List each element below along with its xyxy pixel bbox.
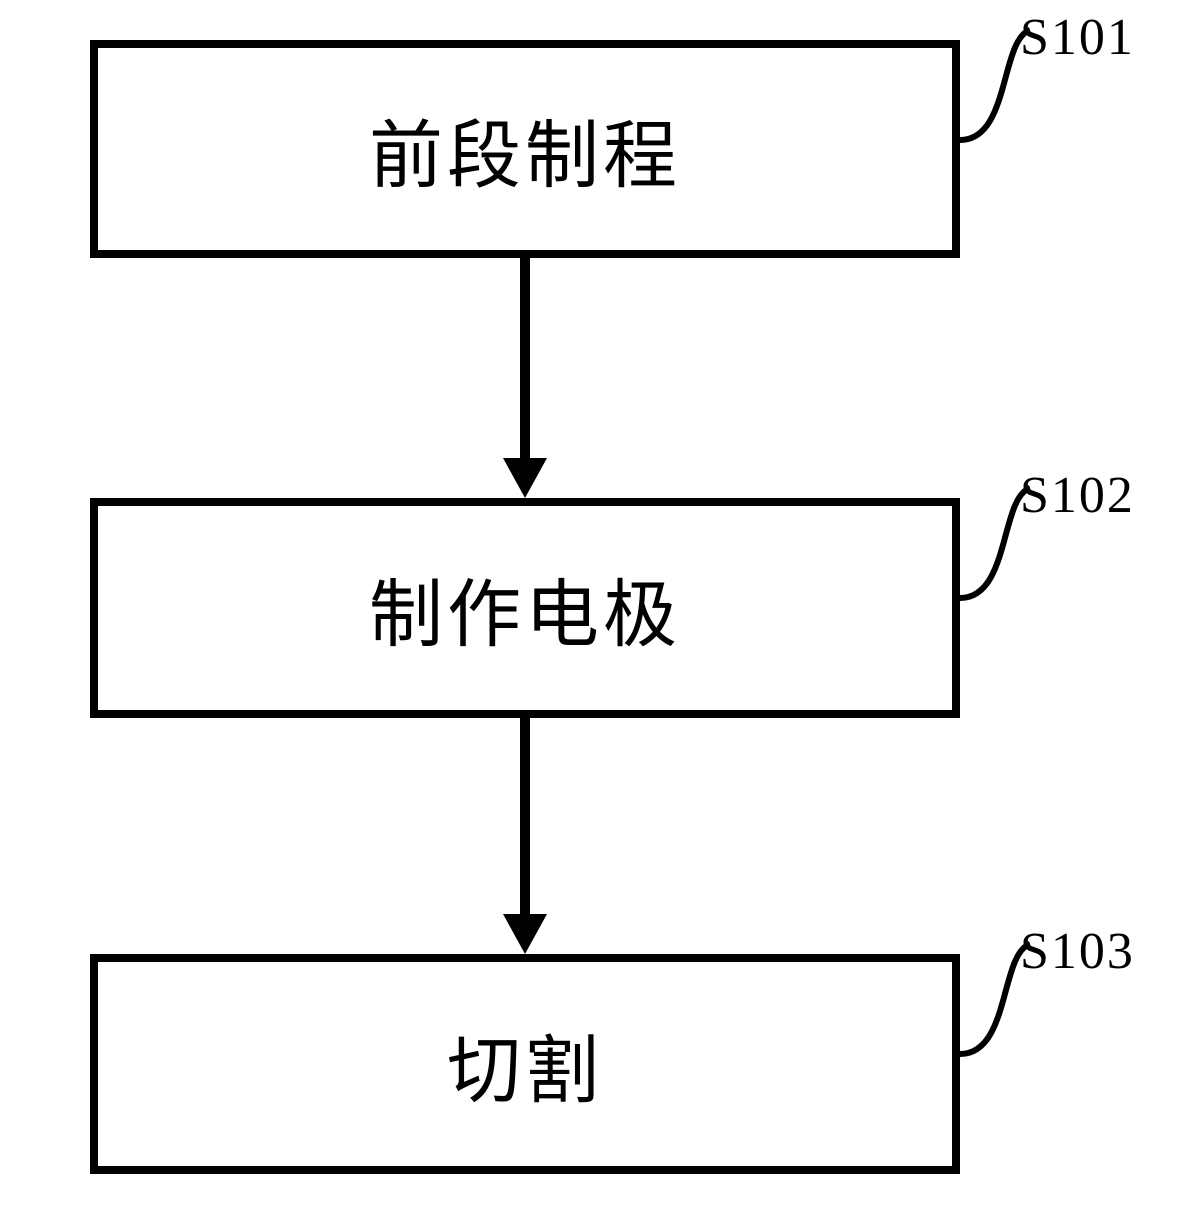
callout-curve-s101: [960, 30, 1030, 140]
flowchart-canvas: 前段制程 制作电极 切割 S101 S102 S103: [0, 0, 1204, 1208]
callout-curve-s103: [960, 944, 1030, 1054]
connector-overlay: [0, 0, 1204, 1208]
arrow-s102-to-s103: [503, 718, 547, 954]
arrow-s101-to-s102: [503, 258, 547, 498]
callout-curve-s102: [960, 488, 1030, 598]
